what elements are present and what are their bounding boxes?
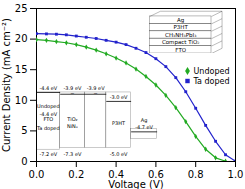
svg-text:20: 20 xyxy=(15,33,28,44)
svg-text:−: − xyxy=(70,90,74,96)
svg-text:-7.3 eV: -7.3 eV xyxy=(64,151,82,157)
svg-text:Undoped: Undoped xyxy=(37,103,60,110)
svg-text:-3.9 eV: -3.9 eV xyxy=(86,85,105,92)
svg-text:15: 15 xyxy=(15,64,28,75)
svg-text:Ag: Ag xyxy=(141,117,148,124)
svg-text:-7.2 eV: -7.2 eV xyxy=(39,151,57,157)
svg-text:1.0: 1.0 xyxy=(228,169,244,180)
svg-text:0.2: 0.2 xyxy=(68,169,84,180)
svg-text:TiO₂: TiO₂ xyxy=(66,116,77,122)
svg-text:Ag: Ag xyxy=(177,17,184,24)
svg-text:0: 0 xyxy=(21,156,27,167)
svg-text:P3HT: P3HT xyxy=(174,24,189,30)
svg-text:Undoped: Undoped xyxy=(194,67,230,76)
svg-text:-3.9 eV: -3.9 eV xyxy=(63,85,82,92)
svg-text:-5.0 eV: -5.0 eV xyxy=(110,151,128,157)
svg-text:5: 5 xyxy=(21,125,27,136)
svg-text:0.6: 0.6 xyxy=(147,168,164,180)
svg-text:Current Density (mA cm⁻²): Current Density (mA cm⁻²) xyxy=(1,18,12,152)
svg-text:0.0: 0.0 xyxy=(29,169,45,180)
svg-text:25: 25 xyxy=(15,3,28,14)
svg-text:Voltage (V): Voltage (V) xyxy=(108,179,163,189)
svg-text:0.4: 0.4 xyxy=(108,168,125,180)
svg-text:10: 10 xyxy=(15,95,28,106)
svg-text:-4.4 eV: -4.4 eV xyxy=(39,85,57,91)
svg-text:FTO: FTO xyxy=(175,47,186,53)
svg-text:Compact TiO₂: Compact TiO₂ xyxy=(162,39,200,46)
svg-text:FTO: FTO xyxy=(43,116,53,122)
svg-text:-3.0 eV: -3.0 eV xyxy=(110,94,128,100)
svg-text:Ta doped: Ta doped xyxy=(193,77,230,86)
svg-text:P3HT: P3HT xyxy=(112,119,126,125)
svg-text:-4.7 eV: -4.7 eV xyxy=(135,124,153,130)
svg-text:Ta doped: Ta doped xyxy=(36,125,60,132)
svg-text:NiNₓ: NiNₓ xyxy=(67,123,78,129)
svg-text:0.8: 0.8 xyxy=(188,169,204,180)
svg-text:-4.4 eV: -4.4 eV xyxy=(39,110,58,117)
svg-text:−: − xyxy=(94,90,98,96)
svg-text:CH₃NH₃PbI₃: CH₃NH₃PbI₃ xyxy=(165,32,196,38)
